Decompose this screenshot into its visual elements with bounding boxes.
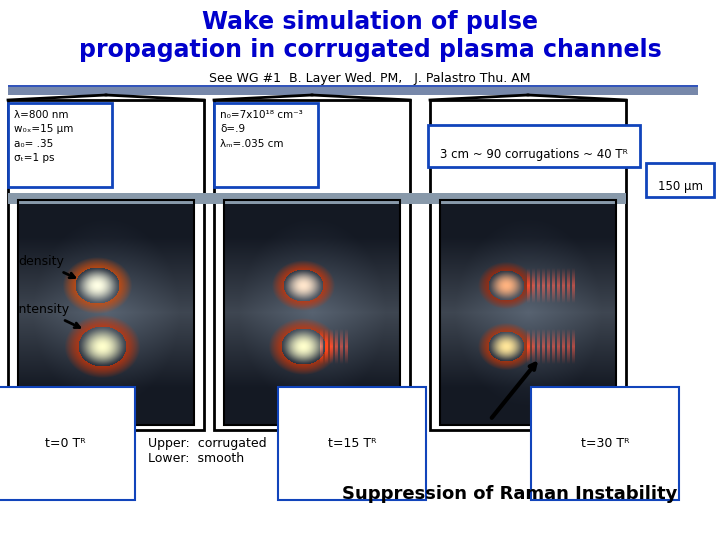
Text: t=30 Tᴿ: t=30 Tᴿ	[581, 437, 629, 450]
Bar	[8, 193, 626, 204]
Text: 150 μm: 150 μm	[657, 180, 703, 193]
Text: intensity: intensity	[16, 303, 80, 328]
Text: 3 cm ~ 90 corrugations ~ 40 Tᴿ: 3 cm ~ 90 corrugations ~ 40 Tᴿ	[440, 148, 628, 161]
Text: Upper:  corrugated
Lower:  smooth: Upper: corrugated Lower: smooth	[148, 437, 266, 465]
Text: propagation in corrugated plasma channels: propagation in corrugated plasma channel…	[78, 38, 662, 62]
Bar	[440, 200, 616, 425]
FancyBboxPatch shape	[428, 125, 640, 167]
Bar	[8, 87, 698, 95]
Bar	[224, 200, 400, 425]
Text: n₀=7x10¹⁸ cm⁻³
δ=.9
λₘ=.035 cm: n₀=7x10¹⁸ cm⁻³ δ=.9 λₘ=.035 cm	[220, 110, 302, 149]
Bar	[8, 85, 698, 90]
Text: λ=800 nm
w₀ₓ=15 μm
a₀= .35
σₜ=1 ps: λ=800 nm w₀ₓ=15 μm a₀= .35 σₜ=1 ps	[14, 110, 73, 163]
Text: See WG #1  B. Layer Wed. PM,   J. Palastro Thu. AM: See WG #1 B. Layer Wed. PM, J. Palastro …	[210, 72, 531, 85]
Text: density: density	[18, 255, 75, 278]
Bar	[430, 100, 626, 430]
Text: Wake simulation of pulse: Wake simulation of pulse	[202, 10, 538, 34]
Bar	[18, 200, 194, 425]
Bar	[8, 100, 204, 430]
Text: Suppression of Raman Instability: Suppression of Raman Instability	[342, 485, 678, 503]
FancyBboxPatch shape	[646, 163, 714, 197]
Text: t=0 Tᴿ: t=0 Tᴿ	[45, 437, 85, 450]
FancyBboxPatch shape	[8, 103, 112, 187]
Text: t=15 Tᴿ: t=15 Tᴿ	[328, 437, 377, 450]
Bar	[214, 100, 410, 430]
FancyBboxPatch shape	[214, 103, 318, 187]
